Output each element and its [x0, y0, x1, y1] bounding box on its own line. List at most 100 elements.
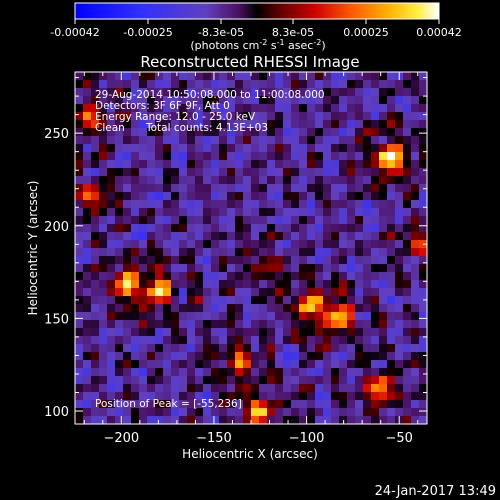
- heatmap-cell: [251, 256, 260, 265]
- heatmap-cell: [331, 104, 340, 113]
- heatmap-cell: [299, 128, 308, 137]
- heatmap-cell: [419, 320, 427, 329]
- heatmap-cell: [83, 200, 92, 209]
- heatmap-cell: [403, 376, 412, 385]
- heatmap-cell: [75, 96, 84, 105]
- heatmap-cell: [379, 408, 388, 417]
- heatmap-cell: [171, 256, 180, 265]
- heatmap-cell: [171, 320, 180, 329]
- heatmap-cell: [315, 344, 324, 353]
- heatmap-cell: [203, 184, 212, 193]
- heatmap-cell: [75, 248, 84, 257]
- heatmap-cell: [243, 192, 252, 201]
- heatmap-cell: [243, 248, 252, 257]
- heatmap-cell: [107, 248, 116, 257]
- heatmap-cell: [283, 344, 292, 353]
- heatmap-cell: [259, 264, 268, 273]
- heatmap-cell: [107, 272, 116, 281]
- heatmap-cell: [99, 192, 108, 201]
- heatmap-cell: [355, 368, 364, 377]
- heatmap-cell: [395, 336, 404, 345]
- heatmap-cell: [227, 328, 236, 337]
- heatmap-cell: [387, 272, 396, 281]
- heatmap-cell: [155, 384, 164, 393]
- heatmap-cell: [403, 192, 412, 201]
- heatmap-cell: [123, 136, 132, 145]
- heatmap-cell: [171, 160, 180, 169]
- heatmap-cell: [227, 120, 236, 129]
- heatmap-cell: [283, 360, 292, 369]
- heatmap-cell: [251, 200, 260, 209]
- heatmap-cell: [243, 320, 252, 329]
- heatmap-cell: [371, 192, 380, 201]
- heatmap-cell: [339, 80, 348, 89]
- heatmap-cell: [291, 384, 300, 393]
- heatmap-cell: [275, 184, 284, 193]
- heatmap-cell: [91, 88, 100, 97]
- heatmap-cell: [131, 176, 140, 185]
- heatmap-cell: [331, 208, 340, 217]
- heatmap-cell: [419, 368, 427, 377]
- heatmap-cell: [267, 384, 276, 393]
- heatmap-cell: [147, 408, 156, 417]
- heatmap-cell: [403, 80, 412, 89]
- heatmap-cell: [403, 416, 412, 424]
- heatmap-cell: [347, 352, 356, 361]
- heatmap-cell: [131, 232, 140, 241]
- heatmap-cell: [403, 232, 412, 241]
- heatmap-cell: [83, 288, 92, 297]
- heatmap-cell: [323, 216, 332, 225]
- heatmap-cell: [411, 224, 420, 233]
- heatmap-cell: [403, 104, 412, 113]
- heatmap-cell: [219, 360, 228, 369]
- heatmap-cell: [163, 128, 172, 137]
- heatmap-cell: [179, 72, 188, 81]
- heatmap-cell: [419, 360, 427, 369]
- heatmap-cell: [91, 376, 100, 385]
- heatmap-cell: [187, 344, 196, 353]
- heatmap-cell: [179, 144, 188, 153]
- heatmap-cell: [355, 168, 364, 177]
- heatmap-cell: [251, 272, 260, 281]
- heatmap-cell: [291, 72, 300, 81]
- heatmap-cell: [235, 272, 244, 281]
- heatmap-cell: [347, 312, 356, 321]
- heatmap-cell: [227, 136, 236, 145]
- heatmap-cell: [163, 232, 172, 241]
- heatmap-cell: [315, 416, 324, 424]
- heatmap-cell: [139, 224, 148, 233]
- heatmap-cell: [419, 120, 427, 129]
- heatmap-cell: [331, 224, 340, 233]
- heatmap-cell: [371, 144, 380, 153]
- heatmap-cell: [227, 416, 236, 424]
- heatmap-cell: [411, 320, 420, 329]
- heatmap-cell: [203, 208, 212, 217]
- heatmap-cell: [203, 248, 212, 257]
- heatmap-cell: [123, 240, 132, 249]
- heatmap-cell: [315, 88, 324, 97]
- heatmap-cell: [187, 296, 196, 305]
- heatmap-cell: [267, 344, 276, 353]
- heatmap-cell: [347, 208, 356, 217]
- heatmap-cell: [387, 304, 396, 313]
- heatmap-cell: [107, 336, 116, 345]
- heatmap-cell: [75, 136, 84, 145]
- heatmap-cell: [91, 320, 100, 329]
- heatmap-cell: [291, 272, 300, 281]
- heatmap-cell: [419, 88, 427, 97]
- heatmap-cell: [115, 200, 124, 209]
- heatmap-cell: [187, 264, 196, 273]
- heatmap-cell: [331, 160, 340, 169]
- heatmap-cell: [403, 96, 412, 105]
- heatmap-cell: [363, 336, 372, 345]
- heatmap-cell: [203, 112, 212, 121]
- heatmap-cell: [323, 200, 332, 209]
- heatmap-cell: [251, 80, 260, 89]
- heatmap-cell: [83, 360, 92, 369]
- heatmap-cell: [243, 152, 252, 161]
- heatmap-cell: [347, 368, 356, 377]
- heatmap-cell: [219, 280, 228, 289]
- heatmap-cell: [99, 240, 108, 249]
- heatmap-cell: [211, 392, 220, 401]
